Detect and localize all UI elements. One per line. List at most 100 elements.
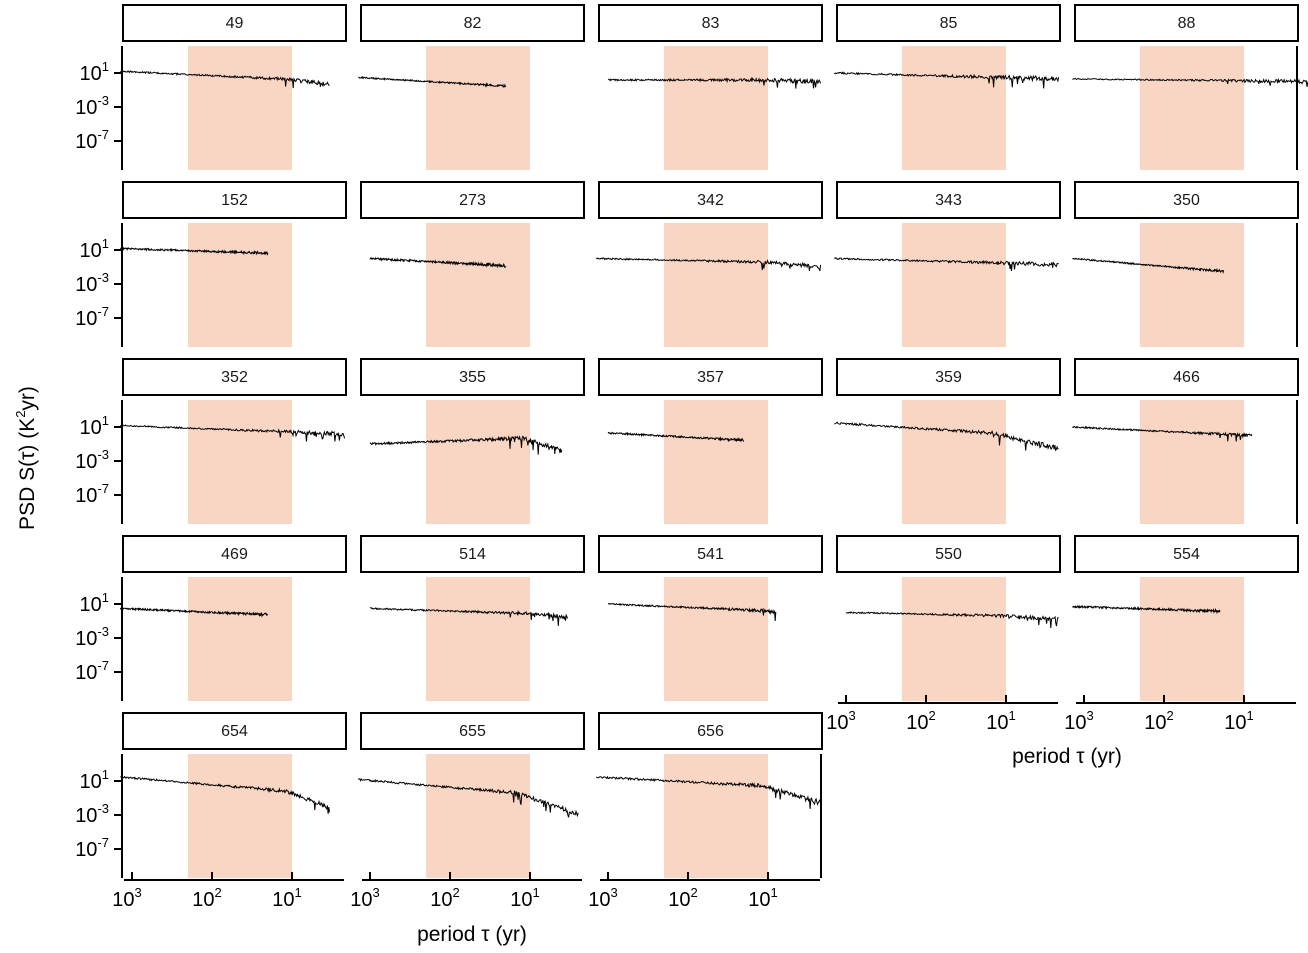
spectrum-line bbox=[845, 611, 1059, 629]
y-tick-label: 10-7 bbox=[75, 304, 109, 330]
x-tick-label: 102 bbox=[668, 885, 697, 911]
panel-title: 469 bbox=[221, 546, 248, 563]
panel-strip bbox=[836, 4, 1061, 42]
spectrum-line bbox=[119, 246, 269, 256]
x-tick-label: 102 bbox=[906, 708, 935, 734]
highlight-band bbox=[663, 754, 768, 878]
highlight-band bbox=[901, 577, 1006, 701]
panel-554: 554 bbox=[1072, 535, 1299, 701]
panel-strip bbox=[360, 358, 585, 396]
x-axis: 103 102 101 bbox=[112, 872, 344, 911]
panel-strip bbox=[1074, 358, 1299, 396]
panel-strip bbox=[1074, 4, 1299, 42]
y-axis: 101 10-3 10-7 bbox=[75, 400, 123, 524]
y-tick-label: 10-7 bbox=[75, 658, 109, 684]
highlight-band bbox=[1139, 577, 1244, 701]
highlight-band bbox=[1139, 400, 1244, 524]
y-axis: 101 10-3 10-7 bbox=[75, 577, 123, 701]
panel-title: 273 bbox=[459, 192, 486, 209]
panel-654: 654 bbox=[120, 712, 347, 878]
panel-title: 656 bbox=[697, 723, 724, 740]
panel-title: 355 bbox=[459, 369, 486, 386]
panel-title: 655 bbox=[459, 723, 486, 740]
panel-strip bbox=[122, 712, 347, 750]
highlight-band bbox=[663, 577, 768, 701]
spectrum-line bbox=[369, 256, 507, 269]
panel-273: 273 bbox=[360, 181, 585, 347]
highlight-band bbox=[1139, 46, 1244, 170]
x-axis: 103 102 101 bbox=[826, 695, 1058, 734]
highlight-band bbox=[663, 46, 768, 170]
spectrum-line bbox=[595, 775, 822, 809]
spectrum-line bbox=[833, 71, 1060, 89]
y-tick-label: 10-3 bbox=[75, 801, 109, 827]
panel-title: 466 bbox=[1173, 369, 1200, 386]
panel-152: 152 bbox=[119, 181, 347, 347]
highlight-band bbox=[425, 223, 530, 347]
highlight-band bbox=[425, 577, 530, 701]
panel-strip bbox=[598, 358, 823, 396]
highlight-band bbox=[1139, 223, 1244, 347]
x-axis: 103 102 101 bbox=[588, 872, 820, 911]
panels-layer: 49 82 83 85 88 152 273 342 343 350 352 355 357 359 466… bbox=[119, 4, 1308, 878]
panel-title: 342 bbox=[697, 192, 724, 209]
highlight-band bbox=[901, 223, 1006, 347]
panel-title: 83 bbox=[702, 15, 720, 32]
panel-strip bbox=[122, 358, 347, 396]
highlight-band bbox=[901, 46, 1006, 170]
panel-title: 654 bbox=[221, 723, 248, 740]
x-tick-label: 103 bbox=[826, 708, 855, 734]
spectrum-line bbox=[607, 431, 745, 443]
y-tick-label: 101 bbox=[80, 767, 109, 793]
y-axes-layer: 101 10-3 10-7 101 10-3 10-7 101 10-3 10-7 101 10-3… bbox=[75, 46, 123, 878]
spectrum-line bbox=[119, 424, 346, 442]
x-tick-label: 101 bbox=[748, 885, 777, 911]
panel-49: 49 bbox=[120, 4, 347, 170]
panel-469: 469 bbox=[119, 535, 347, 701]
spectrum-line bbox=[607, 602, 777, 622]
panel-strip bbox=[360, 4, 585, 42]
panel-title: 85 bbox=[940, 15, 958, 32]
panel-82: 82 bbox=[358, 4, 585, 170]
panel-title: 88 bbox=[1178, 15, 1196, 32]
axis-labels-layer: period τ (yr) period τ (yr) PSD S(τ) (K2yr… bbox=[13, 386, 1122, 946]
x-axis: 103 102 101 bbox=[1064, 695, 1296, 734]
x-tick-label: 103 bbox=[350, 885, 379, 911]
spectrum-line bbox=[369, 435, 563, 455]
y-axis-label: PSD S(τ) (K2yr) bbox=[13, 386, 39, 530]
x-tick-label: 103 bbox=[1064, 708, 1093, 734]
panel-343: 343 bbox=[834, 181, 1061, 347]
panel-title: 550 bbox=[935, 546, 962, 563]
panel-title: 514 bbox=[459, 546, 486, 563]
y-axis: 101 10-3 10-7 bbox=[75, 754, 123, 878]
highlight-band bbox=[663, 223, 768, 347]
spectrum-line bbox=[119, 607, 269, 618]
panel-strip bbox=[598, 181, 823, 219]
x-tick-label: 101 bbox=[510, 885, 539, 911]
y-axis: 101 10-3 10-7 bbox=[75, 223, 123, 347]
x-tick-label: 103 bbox=[588, 885, 617, 911]
panel-strip bbox=[598, 535, 823, 573]
panel-title: 541 bbox=[697, 546, 724, 563]
y-tick-label: 101 bbox=[80, 413, 109, 439]
highlight-band bbox=[187, 754, 292, 878]
y-tick-label: 10-7 bbox=[75, 127, 109, 153]
panel-strip bbox=[122, 4, 347, 42]
spectrum-line bbox=[595, 257, 822, 272]
panel-strip bbox=[360, 181, 585, 219]
panel-514: 514 bbox=[360, 535, 585, 701]
spectrum-line bbox=[120, 70, 330, 89]
panel-strip bbox=[836, 358, 1061, 396]
panel-655: 655 bbox=[357, 712, 585, 878]
x-tick-label: 102 bbox=[430, 885, 459, 911]
highlight-band bbox=[901, 400, 1006, 524]
spectrum-line bbox=[1072, 425, 1253, 442]
panel-strip bbox=[360, 535, 585, 573]
highlight-band bbox=[663, 400, 768, 524]
spectrum-line bbox=[834, 257, 1059, 271]
highlight-band bbox=[187, 577, 292, 701]
panel-strip bbox=[360, 712, 585, 750]
panel-355: 355 bbox=[360, 358, 585, 524]
